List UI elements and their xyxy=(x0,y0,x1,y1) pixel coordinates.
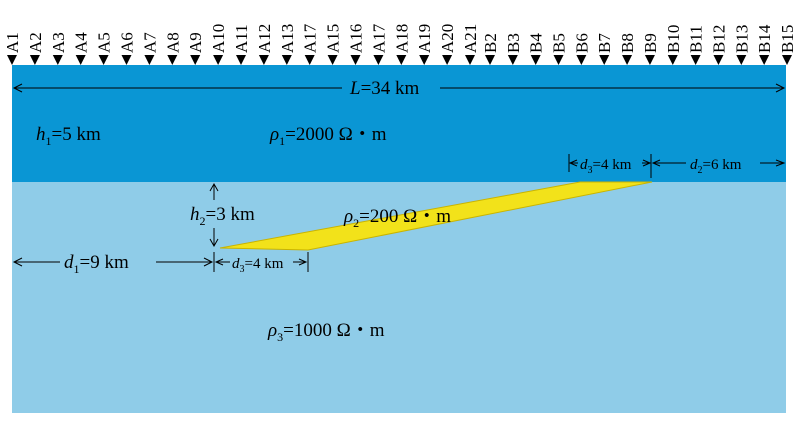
station-label-b6: B8 xyxy=(618,33,637,53)
station-marker-a6 xyxy=(144,55,155,65)
station-label-a8: A9 xyxy=(186,32,205,53)
length-dimension xyxy=(12,83,786,93)
station-marker-a9 xyxy=(213,55,224,65)
station-label-a19: A20 xyxy=(438,24,457,53)
station-label-a13: A17 xyxy=(301,23,320,53)
station-label-b12: B14 xyxy=(755,24,774,53)
station-marker-b4 xyxy=(576,55,587,65)
station-marker-a12 xyxy=(281,55,292,65)
station-marker-a11 xyxy=(258,55,269,65)
station-label-b2: B4 xyxy=(527,33,546,53)
d3-lower-label: d3=4 km xyxy=(232,256,284,275)
d3-d2-upper-dimension xyxy=(568,154,786,178)
station-marker-a1 xyxy=(29,55,40,65)
station-label-a16: A17 xyxy=(369,23,388,53)
station-label-a14: A15 xyxy=(324,24,343,53)
station-marker-a10 xyxy=(236,55,246,65)
d3-lower-dimension xyxy=(214,252,309,272)
station-label-a15: A16 xyxy=(347,24,366,53)
d2-label: d2=6 km xyxy=(690,157,742,176)
station-marker-b12 xyxy=(759,55,770,65)
station-label-b3: B5 xyxy=(550,33,569,53)
station-marker-b3 xyxy=(553,55,564,65)
station-label-b11: B13 xyxy=(732,25,751,53)
rho2-label: ρ2=200 Ω・m xyxy=(343,206,451,230)
station-marker-b2 xyxy=(530,55,541,65)
h1-label: h1=5 km xyxy=(36,124,101,148)
station-marker-a5 xyxy=(121,55,132,65)
station-marker-b7 xyxy=(644,55,655,65)
station-marker-a20 xyxy=(465,55,475,65)
h2-dimension xyxy=(209,182,219,248)
station-marker-b13 xyxy=(782,55,792,65)
station-marker-b6 xyxy=(622,55,633,65)
station-marker-b11 xyxy=(736,55,747,65)
station-label-a1: A2 xyxy=(26,32,45,53)
station-marker-a15 xyxy=(350,55,361,65)
station-label-b4: B6 xyxy=(572,33,591,53)
station-marker-a18 xyxy=(419,55,430,65)
station-marker-a4 xyxy=(98,55,109,65)
rho3-label: ρ3=1000 Ω・m xyxy=(267,320,385,344)
station-marker-a17 xyxy=(396,55,407,65)
station-label-a2: A3 xyxy=(49,32,68,53)
station-label-a5: A6 xyxy=(118,32,137,53)
station-marker-a2 xyxy=(52,55,63,65)
station-marker-b5 xyxy=(599,55,610,65)
station-label-a17: A18 xyxy=(392,24,411,53)
station-label-b5: B7 xyxy=(595,33,614,53)
station-marker-a7 xyxy=(167,55,178,65)
d1-label: d1=9 km xyxy=(64,252,129,276)
station-label-a20: A21 xyxy=(461,24,480,53)
station-marker-b1 xyxy=(507,55,518,65)
station-label-a9: A10 xyxy=(209,24,228,53)
d3-upper-label: d3=4 km xyxy=(580,157,632,176)
station-label-b10: B12 xyxy=(709,25,728,53)
length-label: L=34 km xyxy=(349,78,420,99)
h2-label: h2=3 km xyxy=(190,204,255,228)
station-label-a12: A13 xyxy=(278,24,297,53)
conductive-dipping-body xyxy=(219,181,653,251)
station-marker-a3 xyxy=(75,55,86,65)
rho1-label: ρ1=2000 Ω・m xyxy=(269,124,387,148)
station-marker-b8 xyxy=(667,55,678,65)
station-label-a10: A11 xyxy=(232,24,251,53)
station-marker-b0 xyxy=(485,55,495,65)
station-label-b9: B11 xyxy=(687,25,706,53)
station-label-b13: B15 xyxy=(778,25,797,53)
station-marker-a8 xyxy=(190,55,201,65)
station-label-b0: B2 xyxy=(481,33,500,53)
station-label-a4: A5 xyxy=(95,32,114,53)
station-marker-a13 xyxy=(304,55,315,65)
station-label-b7: B9 xyxy=(641,33,660,53)
station-marker-b10 xyxy=(713,55,724,65)
station-marker-b9 xyxy=(690,55,701,65)
station-label-a7: A8 xyxy=(163,32,182,53)
station-markers: A1 A2 A3 A4 A5 A6 A7 A8 A9 A10 A11 A12 A13 A17 A15 A16 A… xyxy=(3,23,797,65)
d1-dimension xyxy=(12,252,215,272)
station-label-a0: A1 xyxy=(3,32,22,53)
station-marker-a16 xyxy=(373,55,384,65)
station-label-b8: B10 xyxy=(664,25,683,53)
station-label-a3: A4 xyxy=(72,32,91,53)
station-label-a11: A12 xyxy=(255,24,274,53)
station-label-b1: B3 xyxy=(504,33,523,53)
station-marker-a14 xyxy=(327,55,338,65)
station-label-a6: A7 xyxy=(140,32,159,53)
station-marker-a0 xyxy=(7,55,17,65)
station-label-a18: A19 xyxy=(415,24,434,53)
station-marker-a19 xyxy=(442,55,453,65)
